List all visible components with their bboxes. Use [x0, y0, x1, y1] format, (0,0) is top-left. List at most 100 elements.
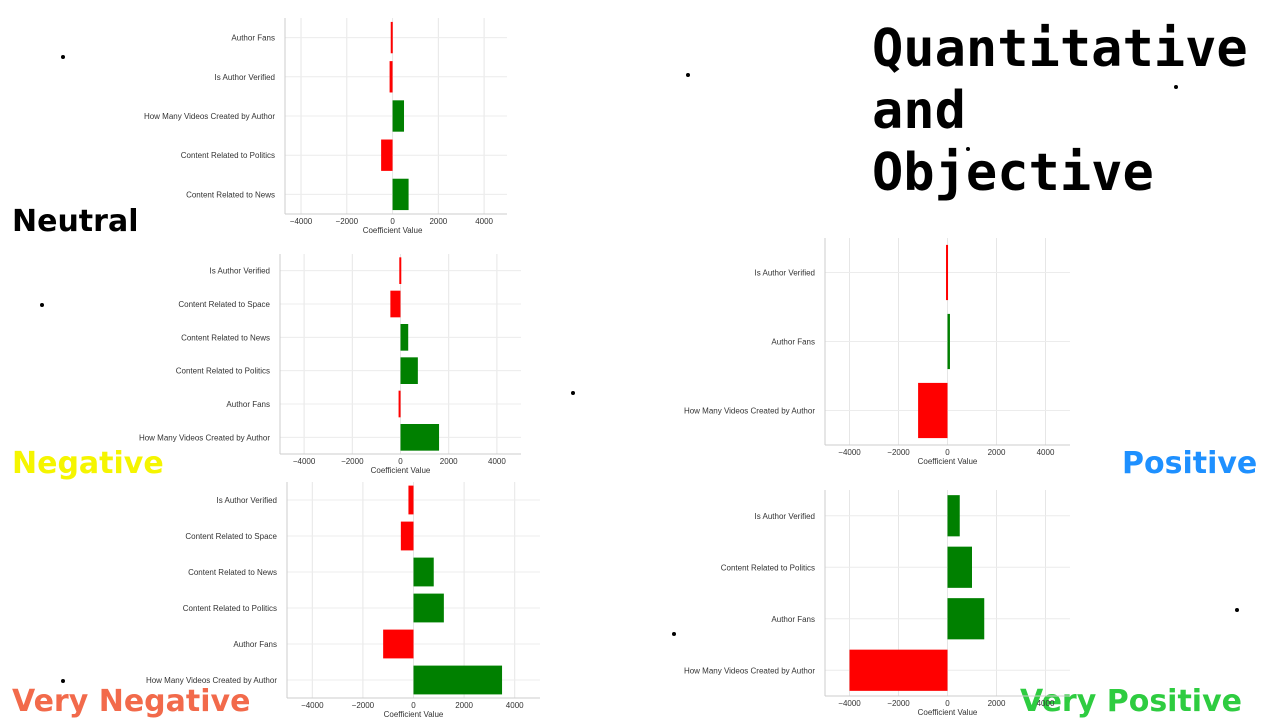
bar [918, 382, 948, 439]
title-line-1: Quantitative [872, 19, 1248, 79]
x-tick-label: 0 [945, 699, 950, 708]
decor-dot [686, 73, 690, 77]
x-tick-label: 2000 [429, 217, 447, 226]
bar [408, 485, 414, 515]
category-label: Content Related to News [181, 333, 270, 342]
x-tick-label: 4000 [1037, 699, 1055, 708]
bar [849, 649, 948, 691]
x-tick-label: −2000 [887, 448, 910, 457]
category-label: How Many Videos Created by Author [684, 407, 815, 416]
bar [389, 61, 393, 93]
category-label: Content Related to Politics [721, 563, 815, 572]
category-label: How Many Videos Created by Author [139, 433, 270, 442]
negative-heading: Negative [12, 446, 164, 481]
bar [947, 313, 950, 370]
x-tick-label: 4000 [475, 217, 493, 226]
category-label: How Many Videos Created by Author [144, 112, 275, 121]
bar [947, 598, 985, 640]
bar [381, 139, 393, 171]
x-tick-label: 4000 [488, 457, 506, 466]
x-axis-label: Coefficient Value [363, 226, 423, 235]
category-label: How Many Videos Created by Author [146, 676, 277, 685]
category-label: Content Related to News [188, 568, 277, 577]
category-label: Is Author Verified [755, 269, 815, 278]
positive-heading: Positive [1122, 446, 1258, 481]
bar [390, 21, 393, 54]
decor-dot [1174, 85, 1178, 89]
decor-dot [966, 147, 970, 151]
category-label: Author Fans [771, 338, 815, 347]
category-label: Content Related to Politics [176, 367, 270, 376]
bar [392, 178, 409, 211]
x-tick-label: −2000 [336, 217, 359, 226]
decor-dot [571, 391, 575, 395]
x-tick-label: −4000 [290, 217, 313, 226]
x-tick-label: 2000 [988, 699, 1006, 708]
x-tick-label: 4000 [506, 701, 524, 710]
main-title: Quantitative and Objective [872, 18, 1272, 204]
bar [413, 557, 434, 587]
bar [398, 390, 401, 418]
x-tick-label: 0 [390, 217, 395, 226]
x-tick-label: 0 [411, 701, 416, 710]
decor-dot [672, 632, 676, 636]
bar [390, 290, 401, 318]
x-tick-label: 4000 [1037, 448, 1055, 457]
category-label: Author Fans [233, 640, 277, 649]
decor-dot [61, 55, 65, 59]
x-tick-label: −4000 [838, 699, 861, 708]
category-label: Author Fans [771, 615, 815, 624]
bar [400, 324, 409, 351]
bar [413, 665, 503, 695]
x-axis-label: Coefficient Value [371, 466, 431, 475]
bar [947, 495, 960, 537]
x-tick-label: 2000 [440, 457, 458, 466]
decor-dot [1235, 608, 1239, 612]
category-label: Is Author Verified [210, 267, 270, 276]
x-tick-label: 0 [398, 457, 403, 466]
x-axis-label: Coefficient Value [918, 457, 978, 466]
category-label: Content Related to Space [185, 532, 277, 541]
category-label: Author Fans [231, 34, 275, 43]
decor-dot [61, 679, 65, 683]
neutral-heading: Neutral [12, 204, 139, 239]
bar [400, 424, 440, 451]
title-line-3: Objective [872, 143, 1154, 203]
category-label: Is Author Verified [755, 512, 815, 521]
x-axis-label: Coefficient Value [918, 708, 978, 717]
x-tick-label: 0 [945, 448, 950, 457]
bar [400, 357, 418, 384]
category-label: Is Author Verified [215, 73, 275, 82]
bar [947, 546, 972, 588]
x-tick-label: −4000 [301, 701, 324, 710]
category-label: How Many Videos Created by Author [684, 666, 815, 675]
category-label: Content Related to News [186, 190, 275, 199]
category-label: Content Related to Politics [183, 604, 277, 613]
very-positive-heading: Very Positive [1020, 684, 1242, 719]
bar [383, 629, 414, 659]
x-tick-label: −4000 [293, 457, 316, 466]
bar [399, 257, 402, 284]
category-label: Is Author Verified [217, 496, 277, 505]
category-label: Content Related to Politics [181, 151, 275, 160]
bar [400, 521, 414, 551]
bar [946, 244, 949, 301]
bar [413, 593, 444, 623]
x-tick-label: −2000 [887, 699, 910, 708]
x-tick-label: −4000 [838, 448, 861, 457]
category-label: Content Related to Space [178, 300, 270, 309]
decor-dot [40, 303, 44, 307]
x-tick-label: −2000 [352, 701, 375, 710]
x-axis-label: Coefficient Value [384, 710, 444, 719]
title-line-2: and [872, 81, 966, 141]
x-tick-label: −2000 [341, 457, 364, 466]
x-tick-label: 2000 [455, 701, 473, 710]
x-tick-label: 2000 [988, 448, 1006, 457]
bar [392, 100, 405, 132]
very-negative-heading: Very Negative [12, 684, 251, 719]
category-label: Author Fans [226, 400, 270, 409]
